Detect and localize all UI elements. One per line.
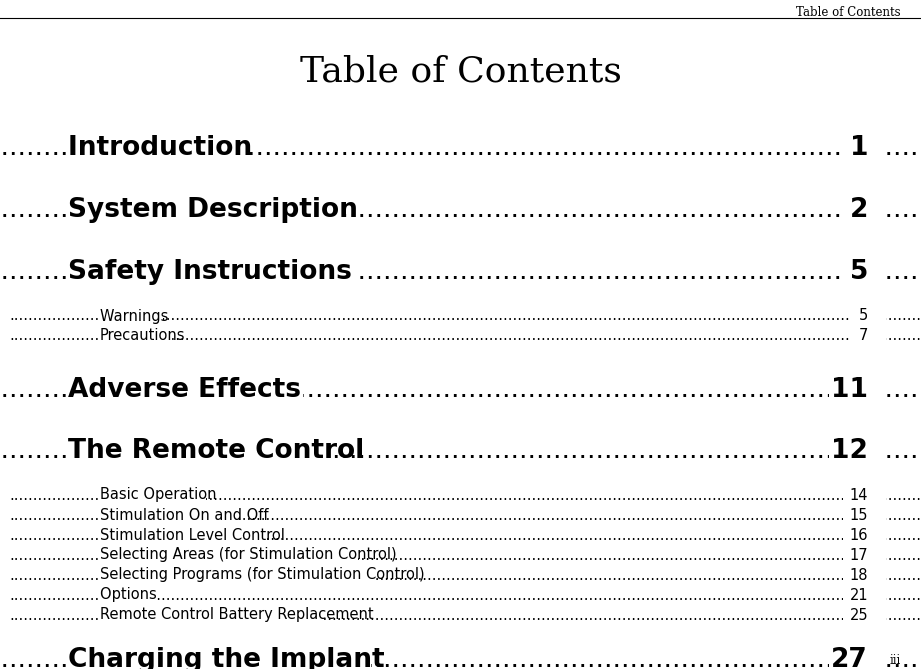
- Text: 2: 2: [850, 197, 868, 223]
- Bar: [98, 547, 357, 563]
- Bar: [98, 487, 205, 503]
- Text: ................................................................................: ........................................…: [0, 135, 921, 161]
- Text: Table of Contents: Table of Contents: [299, 55, 622, 89]
- Text: 7: 7: [858, 328, 868, 343]
- Text: iii: iii: [890, 654, 901, 668]
- Text: 12: 12: [831, 438, 868, 464]
- Text: ................................................................................: ........................................…: [9, 567, 921, 583]
- Bar: [844, 567, 886, 583]
- Text: Charging the Implant: Charging the Implant: [68, 647, 402, 669]
- Bar: [844, 507, 886, 523]
- Text: Basic Operation: Basic Operation: [100, 488, 226, 502]
- Text: 1: 1: [849, 135, 868, 161]
- Bar: [844, 527, 886, 543]
- Text: System Description: System Description: [68, 197, 376, 223]
- Text: ................................................................................: ........................................…: [9, 488, 921, 502]
- Text: ................................................................................: ........................................…: [0, 377, 921, 403]
- Bar: [850, 328, 886, 344]
- Text: ................................................................................: ........................................…: [9, 308, 921, 324]
- Bar: [850, 308, 886, 324]
- Text: ................................................................................: ........................................…: [9, 527, 921, 543]
- Text: 25: 25: [849, 607, 868, 622]
- Text: Introduction: Introduction: [68, 135, 262, 161]
- Text: 18: 18: [849, 567, 868, 583]
- Text: 27: 27: [832, 647, 868, 669]
- Text: Stimulation On and Off: Stimulation On and Off: [100, 508, 269, 522]
- Bar: [98, 507, 236, 523]
- Bar: [843, 258, 886, 286]
- Bar: [66, 437, 330, 465]
- Bar: [98, 308, 163, 324]
- Text: 17: 17: [849, 547, 868, 563]
- Text: ................................................................................: ........................................…: [0, 259, 921, 285]
- Text: 21: 21: [849, 587, 868, 603]
- Bar: [66, 258, 357, 286]
- Text: ................................................................................: ........................................…: [0, 438, 921, 464]
- Text: 5: 5: [850, 259, 868, 285]
- Text: ................................................................................: ........................................…: [0, 647, 921, 669]
- Bar: [66, 134, 248, 163]
- Bar: [829, 437, 886, 465]
- Text: Table of Contents: Table of Contents: [797, 5, 901, 19]
- Bar: [829, 646, 886, 669]
- Text: Options: Options: [100, 587, 166, 603]
- Text: 16: 16: [849, 527, 868, 543]
- Text: Selecting Areas (for Stimulation Control): Selecting Areas (for Stimulation Control…: [100, 547, 402, 563]
- Bar: [844, 587, 886, 603]
- Text: ................................................................................: ........................................…: [9, 508, 921, 522]
- Bar: [98, 567, 376, 583]
- Text: ................................................................................: ........................................…: [9, 547, 921, 563]
- Text: The Remote Control: The Remote Control: [68, 438, 373, 464]
- Text: Warnings: Warnings: [100, 308, 178, 324]
- Bar: [844, 547, 886, 563]
- Bar: [66, 376, 303, 404]
- Bar: [843, 196, 886, 224]
- Text: 14: 14: [849, 488, 868, 502]
- Text: ................................................................................: ........................................…: [9, 328, 921, 343]
- Text: Adverse Effects: Adverse Effects: [68, 377, 320, 403]
- Text: Stimulation Level Control: Stimulation Level Control: [100, 527, 294, 543]
- Text: 5: 5: [858, 308, 868, 324]
- Bar: [98, 328, 169, 344]
- Text: Selecting Programs (for Stimulation Control): Selecting Programs (for Stimulation Cont…: [100, 567, 429, 583]
- Text: Safety Instructions: Safety Instructions: [68, 259, 370, 285]
- Bar: [98, 527, 266, 543]
- Bar: [843, 134, 886, 163]
- Bar: [98, 607, 321, 623]
- Text: ................................................................................: ........................................…: [0, 197, 921, 223]
- Bar: [844, 607, 886, 623]
- Text: 11: 11: [831, 377, 868, 403]
- Text: Remote Control Battery Replacement: Remote Control Battery Replacement: [100, 607, 383, 622]
- Text: ................................................................................: ........................................…: [9, 587, 921, 603]
- Text: Precautions: Precautions: [100, 328, 185, 343]
- Bar: [844, 487, 886, 503]
- Text: 15: 15: [849, 508, 868, 522]
- Bar: [66, 646, 371, 669]
- Text: ................................................................................: ........................................…: [9, 607, 921, 622]
- Bar: [829, 376, 886, 404]
- Bar: [66, 196, 344, 224]
- Bar: [98, 587, 157, 603]
